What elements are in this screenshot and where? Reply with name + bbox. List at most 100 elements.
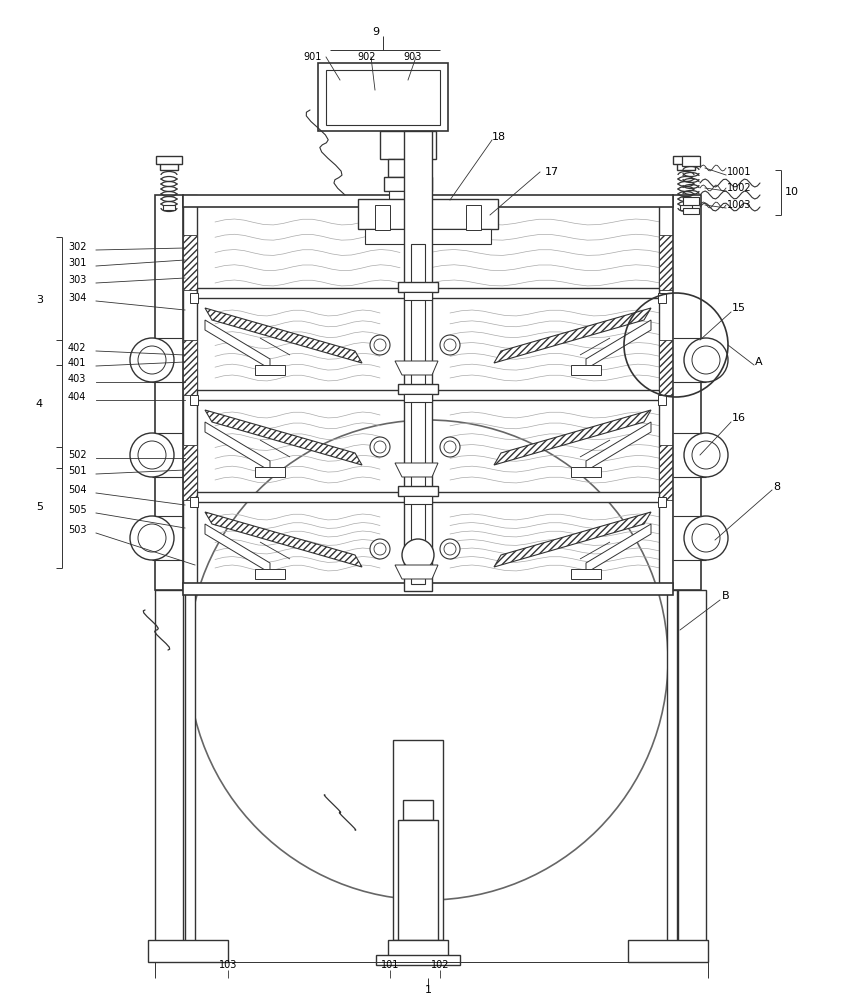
Polygon shape xyxy=(205,524,270,573)
Bar xyxy=(403,292,432,300)
Text: 504: 504 xyxy=(68,485,86,495)
Bar xyxy=(627,940,707,962)
Bar xyxy=(679,205,691,210)
Bar xyxy=(154,195,183,590)
Polygon shape xyxy=(585,524,650,573)
Polygon shape xyxy=(493,410,650,465)
Bar xyxy=(374,205,390,230)
Bar xyxy=(392,740,443,940)
Polygon shape xyxy=(585,320,650,369)
Text: 1001: 1001 xyxy=(726,167,751,177)
Bar xyxy=(659,235,672,290)
Polygon shape xyxy=(205,422,270,471)
Bar xyxy=(183,583,672,595)
Circle shape xyxy=(439,437,460,457)
Text: 501: 501 xyxy=(68,466,86,476)
Bar xyxy=(571,569,601,579)
Text: 4: 4 xyxy=(36,399,43,409)
Text: 903: 903 xyxy=(403,52,421,62)
Bar xyxy=(384,177,432,191)
Polygon shape xyxy=(395,361,438,375)
Text: 5: 5 xyxy=(36,502,43,512)
Bar xyxy=(397,820,438,940)
Text: A: A xyxy=(754,357,762,367)
Text: 403: 403 xyxy=(68,374,86,384)
Polygon shape xyxy=(205,410,362,465)
Text: 301: 301 xyxy=(68,258,86,268)
Bar xyxy=(397,384,438,394)
Circle shape xyxy=(683,433,727,477)
Bar xyxy=(375,955,460,965)
Text: 902: 902 xyxy=(357,52,375,62)
Bar xyxy=(682,156,699,166)
Text: 404: 404 xyxy=(68,392,86,402)
Bar xyxy=(397,486,438,496)
Text: 901: 901 xyxy=(303,52,321,62)
Circle shape xyxy=(130,433,174,477)
Bar xyxy=(185,590,194,960)
Bar xyxy=(197,390,659,400)
Bar xyxy=(183,445,197,500)
Bar xyxy=(380,131,436,159)
Polygon shape xyxy=(585,422,650,471)
Bar xyxy=(659,445,672,500)
Bar xyxy=(682,208,699,214)
Text: 103: 103 xyxy=(218,960,237,970)
Text: 1002: 1002 xyxy=(726,183,751,193)
Bar xyxy=(183,340,197,395)
Polygon shape xyxy=(205,512,362,567)
Bar xyxy=(197,492,659,502)
Bar xyxy=(403,800,432,820)
Bar xyxy=(410,244,425,584)
Bar xyxy=(657,293,665,303)
Bar xyxy=(317,63,448,131)
Bar xyxy=(571,365,601,375)
Bar xyxy=(666,590,676,960)
Polygon shape xyxy=(493,308,650,363)
Text: 17: 17 xyxy=(544,167,559,177)
Text: 1: 1 xyxy=(424,985,431,995)
Bar xyxy=(403,496,432,504)
Text: 102: 102 xyxy=(430,960,449,970)
Bar xyxy=(156,156,182,164)
Text: 10: 10 xyxy=(784,187,798,197)
Text: 303: 303 xyxy=(68,275,86,285)
Bar xyxy=(255,467,285,477)
Polygon shape xyxy=(395,565,438,579)
Bar xyxy=(397,282,438,292)
Circle shape xyxy=(683,338,727,382)
Bar xyxy=(387,159,427,177)
Text: 16: 16 xyxy=(731,413,746,423)
Bar xyxy=(163,205,175,210)
Bar xyxy=(197,288,659,298)
Polygon shape xyxy=(205,320,270,369)
Circle shape xyxy=(130,338,174,382)
Circle shape xyxy=(130,516,174,560)
Text: 8: 8 xyxy=(772,482,779,492)
Circle shape xyxy=(369,539,390,559)
Bar xyxy=(403,394,432,402)
Bar xyxy=(672,156,699,164)
Bar xyxy=(183,235,197,290)
Text: 9: 9 xyxy=(372,27,379,37)
Text: B: B xyxy=(721,591,728,601)
Circle shape xyxy=(439,539,460,559)
Text: 302: 302 xyxy=(68,242,86,252)
Polygon shape xyxy=(205,308,362,363)
Bar xyxy=(682,197,699,205)
Bar xyxy=(160,162,177,170)
Circle shape xyxy=(683,516,727,560)
Bar xyxy=(189,497,198,507)
Bar xyxy=(189,293,198,303)
Bar xyxy=(183,195,197,590)
Text: 502: 502 xyxy=(68,450,86,460)
Text: 304: 304 xyxy=(68,293,86,303)
Bar xyxy=(571,467,601,477)
Circle shape xyxy=(439,335,460,355)
Circle shape xyxy=(369,437,390,457)
Polygon shape xyxy=(395,463,438,477)
Circle shape xyxy=(369,335,390,355)
Text: 402: 402 xyxy=(68,343,86,353)
Bar xyxy=(659,195,672,590)
Text: 401: 401 xyxy=(68,358,86,368)
